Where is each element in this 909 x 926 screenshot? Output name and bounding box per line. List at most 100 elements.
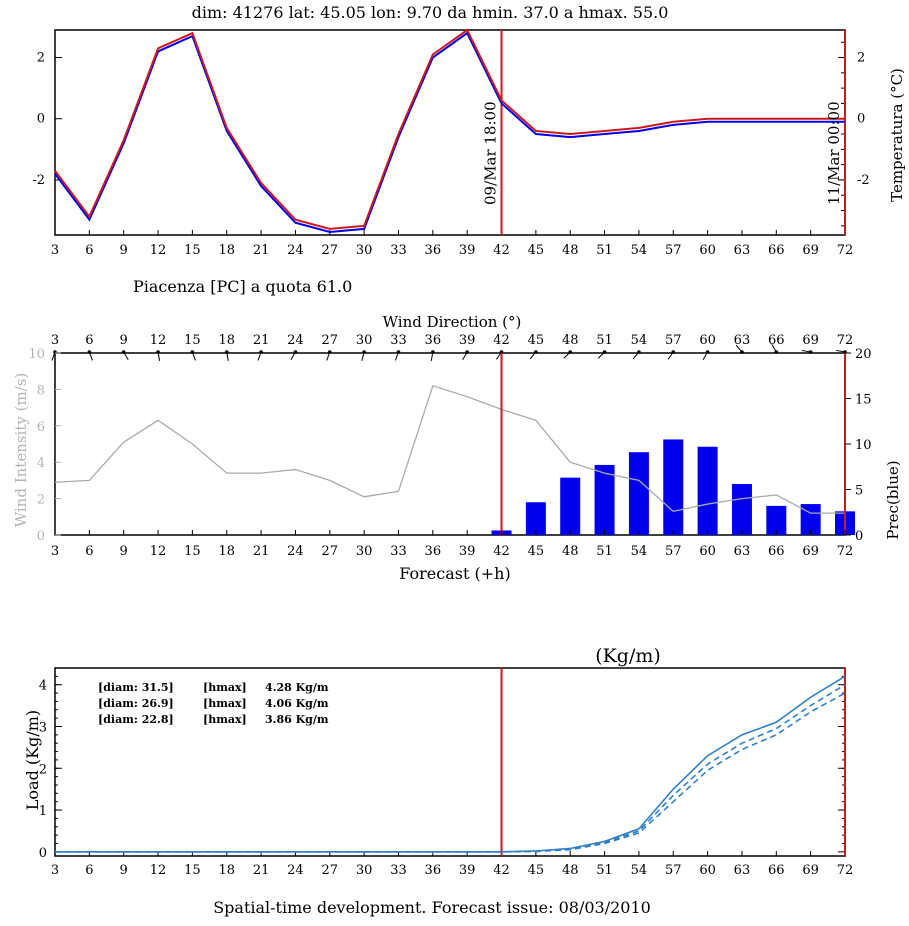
load-y-tick-label: 4 (39, 679, 47, 694)
load-y-tick-label: 0 (39, 846, 47, 861)
x-tick-label: 57 (665, 863, 682, 878)
x-tick-label: 54 (631, 544, 648, 559)
precip-y-tick-label: 20 (855, 347, 872, 362)
top-x-tick-label: 54 (631, 333, 648, 348)
x-tick-label: 12 (150, 544, 167, 559)
x-tick-label: 24 (287, 544, 304, 559)
load-y-tick-label: 2 (39, 762, 47, 777)
x-tick-label: 18 (218, 863, 235, 878)
x-tick-label: 57 (665, 243, 682, 258)
y-tick-label: -2 (32, 173, 45, 188)
x-tick-label: 33 (390, 544, 407, 559)
top-x-tick-label: 42 (493, 333, 510, 348)
top-x-tick-label: 36 (425, 333, 442, 348)
x-tick-label: 66 (768, 544, 785, 559)
top-x-tick-label: 30 (356, 333, 373, 348)
load-y-label: Load (Kg/m) (23, 710, 42, 810)
precip-y-axis: 0 5 10 15 20 (845, 347, 872, 544)
top-x-tick-label: 9 (120, 333, 128, 348)
x-tick-label: 60 (699, 863, 716, 878)
y-tick-label: 2 (37, 51, 45, 66)
x-tick-label: 72 (837, 243, 854, 258)
x-tick-label: 45 (528, 243, 545, 258)
x-tick-label: 51 (596, 863, 613, 878)
top-x-tick-label: 48 (562, 333, 579, 348)
x-tick-label: 3 (51, 544, 59, 559)
x-tick-label: 12 (150, 863, 167, 878)
marker-label-end: 11/Mar 00:00 (825, 101, 843, 205)
top-x-tick-label: 57 (665, 333, 682, 348)
forecast-x-label: Forecast (+h) (399, 564, 510, 583)
x-tick-label: 39 (459, 863, 476, 878)
x-tick-label: 30 (356, 243, 373, 258)
wind-plot-frame (54, 352, 846, 536)
top-x-tick-label: 12 (150, 333, 167, 348)
precip-y-tick-label: 0 (855, 529, 863, 544)
legend-value-1: 4.28 Kg/m (265, 681, 329, 694)
x-tick-label: 6 (85, 243, 93, 258)
x-tick-label: 6 (85, 544, 93, 559)
x-tick-label: 36 (425, 863, 442, 878)
x-tick-label: 39 (459, 243, 476, 258)
top-x-tick-label: 15 (184, 333, 201, 348)
wind-y-tick-label: 4 (37, 456, 45, 471)
top-x-tick-label: 24 (287, 333, 304, 348)
x-tick-label: 24 (287, 243, 304, 258)
x-tick-label: 18 (218, 544, 235, 559)
x-tick-label: 27 (322, 243, 339, 258)
x-tick-label: 57 (665, 544, 682, 559)
precip-bar (731, 484, 752, 535)
x-tick-label: 6 (85, 863, 93, 878)
load-line-3 (55, 692, 846, 853)
precip-bar (594, 464, 615, 535)
x-tick-label: 69 (802, 243, 819, 258)
x-tick-label: 72 (837, 863, 854, 878)
x-tick-label: 69 (802, 544, 819, 559)
x-tick-label: 51 (596, 243, 613, 258)
x-tick-label: 3 (51, 863, 59, 878)
precip-y-tick-label: 15 (855, 393, 872, 408)
x-tick-label: 60 (699, 243, 716, 258)
x-tick-label: 36 (425, 243, 442, 258)
legend-value-2: 4.06 Kg/m (265, 697, 329, 710)
x-tick-label: 30 (356, 544, 373, 559)
temperature-plot-frame (54, 29, 846, 236)
x-tick-label: 9 (120, 863, 128, 878)
legend-value-3: 3.86 Kg/m (265, 713, 329, 726)
x-tick-label: 54 (631, 243, 648, 258)
precip-bar (560, 477, 581, 535)
precip-bar (766, 505, 787, 535)
right-y-tick-label: -2 (857, 173, 870, 188)
x-tick-label: 12 (150, 243, 167, 258)
temperature-line-red (54, 28, 845, 230)
x-tick-label: 15 (184, 243, 201, 258)
temperature-y-label: Temperatura (°C) (888, 68, 906, 202)
x-tick-label: 18 (218, 243, 235, 258)
x-tick-label: 36 (425, 544, 442, 559)
temperature-chart: 3 6 9 12 15 18 21 24 27 30 33 36 39 42 45 48 51 54 57 60 63 6… (32, 28, 906, 258)
x-tick-label: 48 (562, 544, 579, 559)
x-tick-label: 24 (287, 863, 304, 878)
top-x-tick-label: 21 (253, 333, 270, 348)
x-tick-label: 48 (562, 243, 579, 258)
x-tick-label: 33 (390, 243, 407, 258)
x-tick-label: 66 (768, 863, 785, 878)
y-tick-label: 0 (37, 112, 45, 127)
legend-tag-2: [hmax] (203, 697, 247, 710)
right-y-tick-label: 0 (857, 112, 865, 127)
temperature-line-blue (54, 31, 845, 233)
legend-tag-1: [hmax] (203, 681, 247, 694)
top-x-tick-label: 33 (390, 333, 407, 348)
x-tick-label: 42 (493, 544, 510, 559)
top-x-tick-label: 18 (218, 333, 235, 348)
x-tick-label: 15 (184, 544, 201, 559)
load-y-tick-label: 3 (39, 720, 47, 735)
wind-intensity-line (54, 384, 845, 514)
x-tick-label: 3 (51, 243, 59, 258)
forecast-x-axis: 3 6 9 12 15 18 21 24 27 30 33 36 39 42 45 48 51 54 57 60 63 6… (51, 530, 853, 559)
temperature-y-axis: -2 0 2 (32, 51, 62, 188)
precip-bar (663, 439, 684, 535)
marker-label-start: 09/Mar 18:00 (482, 101, 500, 205)
